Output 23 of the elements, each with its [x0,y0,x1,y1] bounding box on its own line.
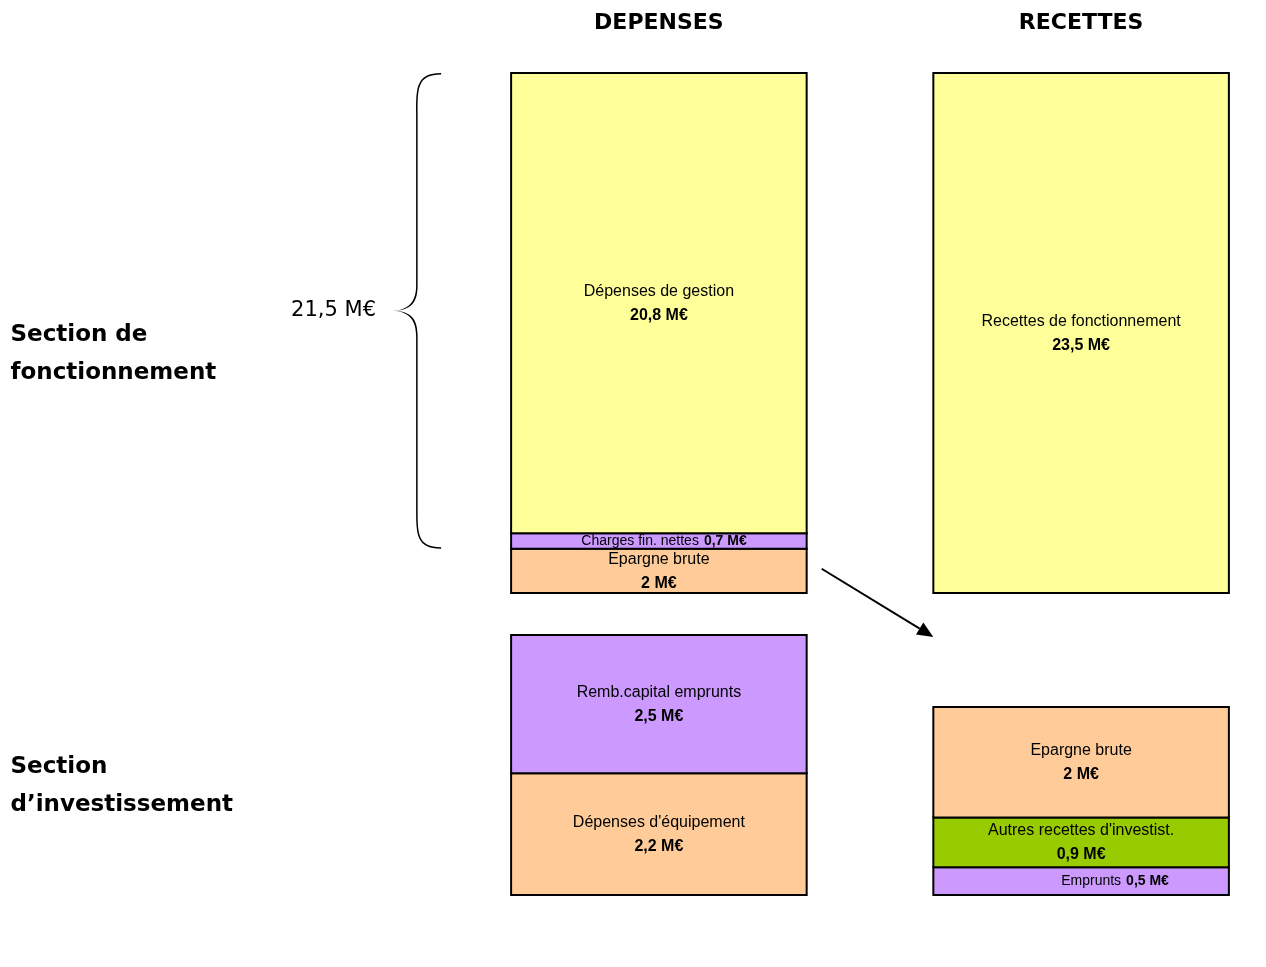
data-label: 20,8 M€ [629,306,688,324]
series-label: Dépenses d'équipement [572,813,746,831]
data-label: 0,5 M€ [1126,872,1170,889]
data-label: 2,5 M€ [634,707,684,725]
y-axis-title: Section de fonctionnement [10,319,217,384]
series-label: Recettes de fonctionnement [981,312,1182,329]
series-label: Remb.capital emprunts [576,683,742,701]
data-label: 23,5 M€ [1052,336,1111,353]
series-label: Epargne brute [608,549,710,567]
data-label: 2 M€ [641,573,677,591]
series-label: Emprunts [1061,872,1122,889]
series-label: Epargne brute [1030,741,1132,759]
data-label: 0,9 M€ [1056,845,1106,863]
series-label: Dépenses de gestion [583,282,735,300]
data-label: 2 M€ [1063,765,1099,783]
x-tick-label: DEPENSES [594,8,724,34]
x-tick-label: RECETTES [1018,8,1144,34]
series-label: Charges fin. nettes [581,532,699,548]
text: 21,5 M€ [291,296,377,321]
data-label: 2,2 M€ [634,837,684,855]
data-label: 0,7 M€ [703,532,747,548]
y-axis-title: Section d’investissement [10,751,234,816]
series-label: Autres recettes d'investist. [987,821,1175,839]
